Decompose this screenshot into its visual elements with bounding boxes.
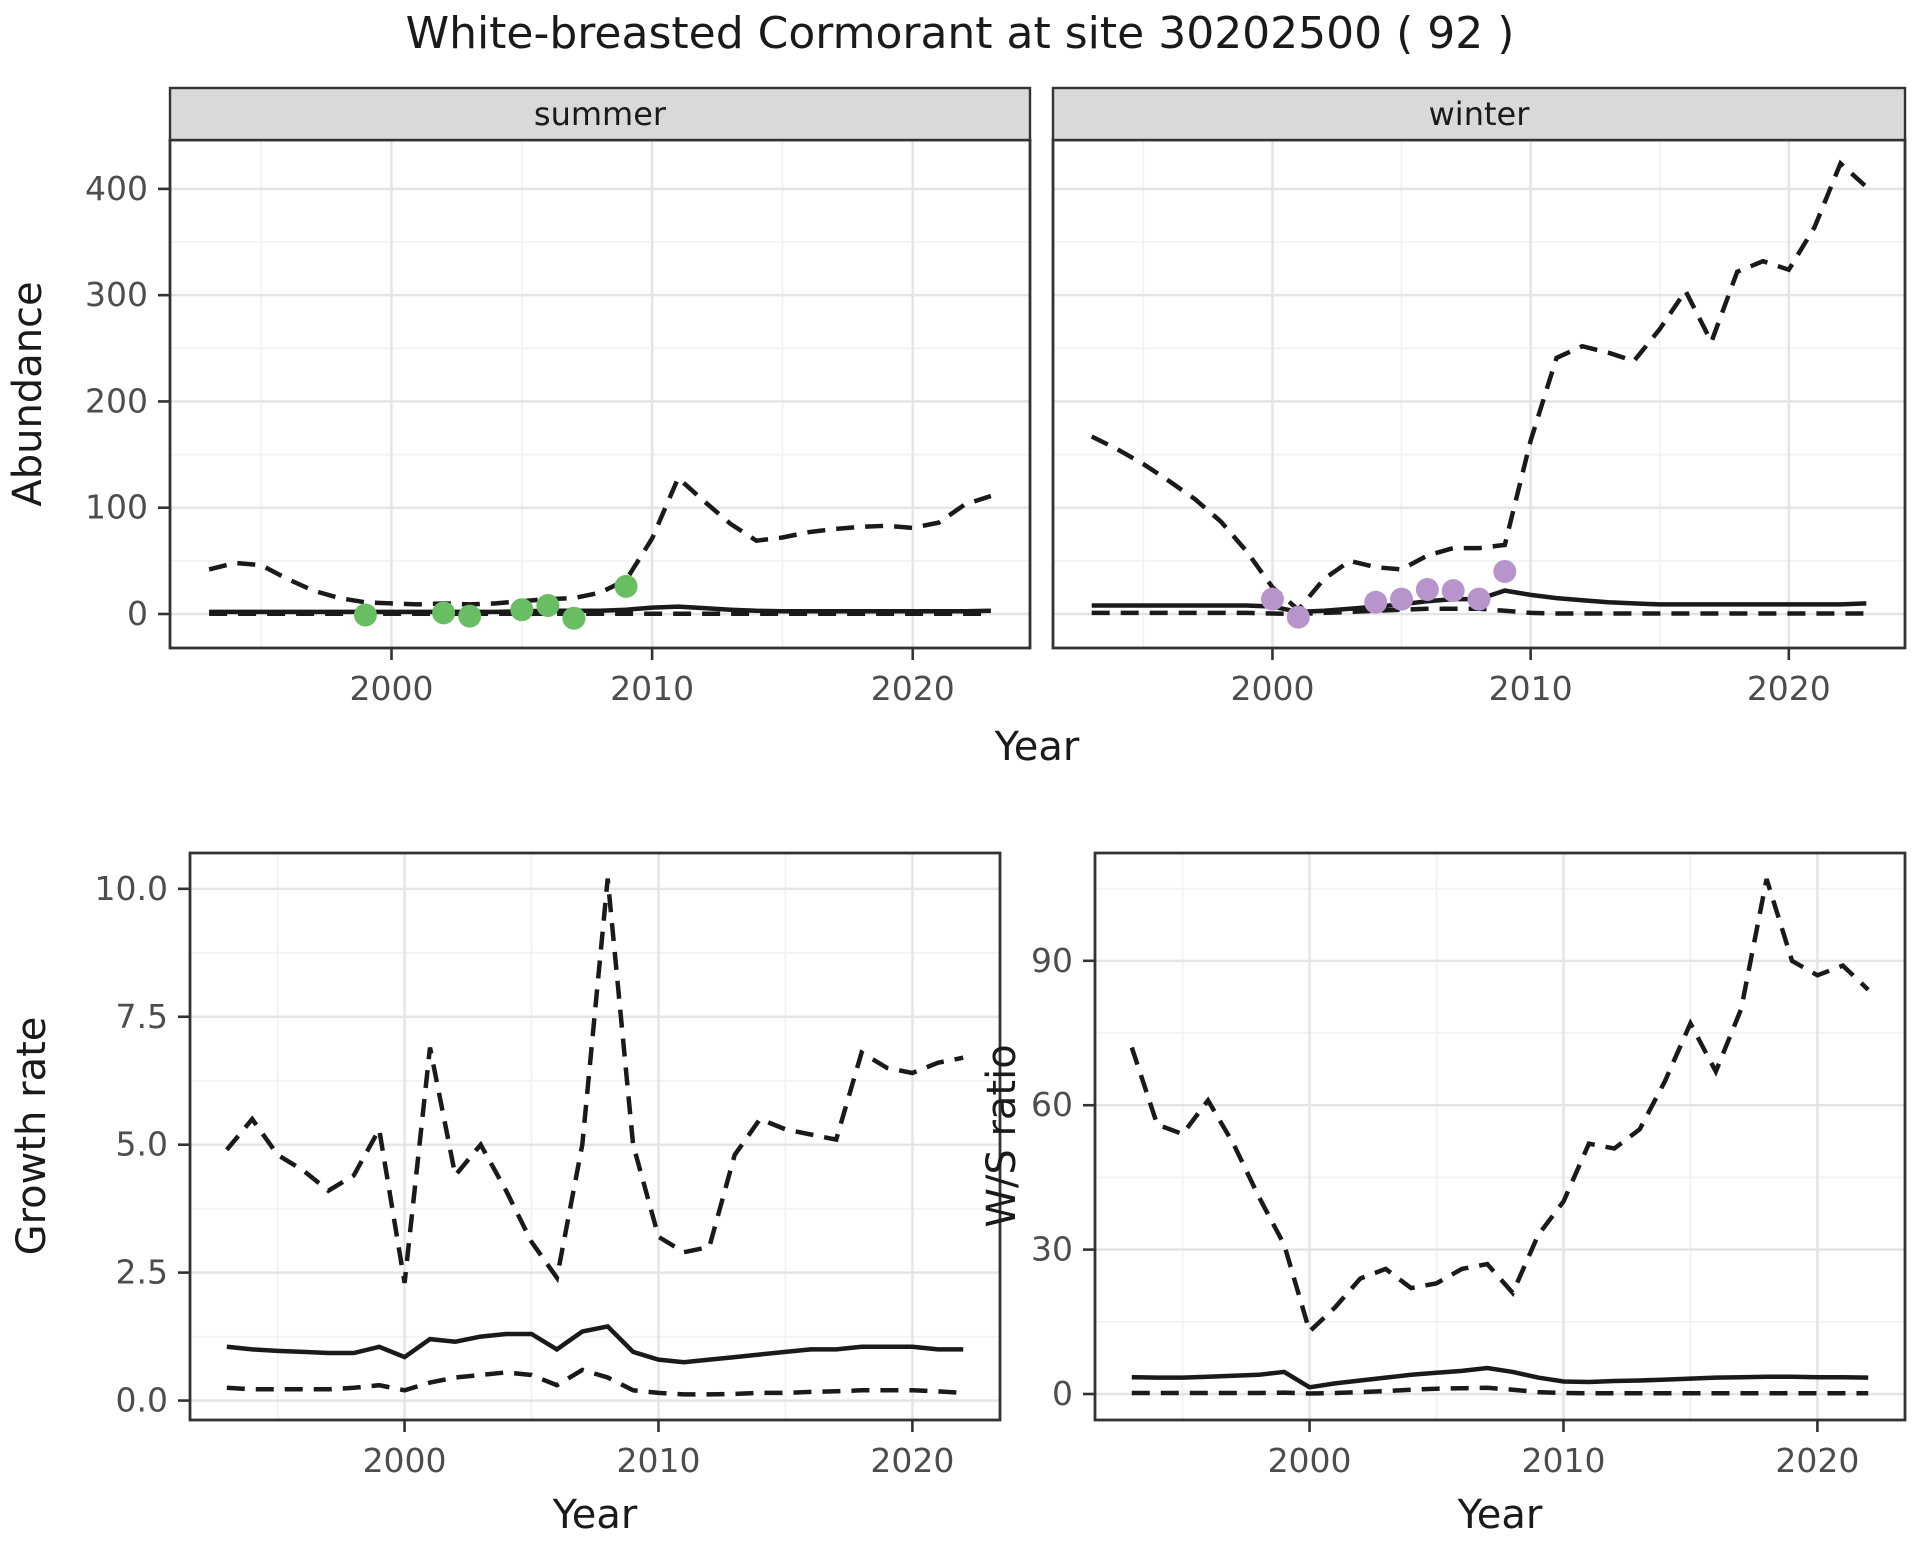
svg-text:2000: 2000 xyxy=(1230,669,1314,708)
svg-text:2020: 2020 xyxy=(871,669,955,708)
observed-counts-summer xyxy=(353,574,638,630)
svg-text:60: 60 xyxy=(1031,1085,1073,1124)
series-upper_ci xyxy=(1090,159,1868,613)
series-lower_ci xyxy=(1131,1385,1869,1396)
gridlines xyxy=(190,853,1000,1420)
svg-text:2010: 2010 xyxy=(1489,669,1573,708)
axis-ticks: 2000 2010 2020 0 100 200 300 400 xyxy=(85,169,955,708)
svg-text:2010: 2010 xyxy=(1521,1441,1605,1480)
svg-text:2000: 2000 xyxy=(363,1441,447,1480)
observed-counts-winter xyxy=(1260,559,1517,629)
svg-text:2000: 2000 xyxy=(1268,1441,1352,1480)
svg-text:200: 200 xyxy=(85,381,148,420)
x-axis-title-year-ws: Year xyxy=(1457,1492,1543,1538)
svg-text:2020: 2020 xyxy=(1747,669,1831,708)
gridlines xyxy=(170,140,1030,648)
ws-ratio-chart: 2000 2010 2020 0 30 60 90 xyxy=(1031,851,1907,1480)
x-axis-title-year-top: Year xyxy=(994,724,1080,770)
svg-text:2000: 2000 xyxy=(350,669,434,708)
series-estimate xyxy=(226,1323,964,1365)
growth-rate-chart: 2000 2010 2020 0.0 2.5 5.0 7.5 10.0 xyxy=(95,851,1002,1480)
svg-text:2.5: 2.5 xyxy=(116,1253,168,1292)
svg-text:90: 90 xyxy=(1031,941,1073,980)
svg-text:2020: 2020 xyxy=(870,1441,954,1480)
axis-ticks: 2000 2010 2020 0 30 60 90 xyxy=(1031,941,1859,1480)
svg-text:0.0: 0.0 xyxy=(116,1381,168,1420)
svg-text:100: 100 xyxy=(85,488,148,527)
series-estimate xyxy=(1131,1365,1869,1390)
facet-strip-winter: winter xyxy=(1051,86,1907,142)
chart-title: White-breasted Cormorant at site 3020250… xyxy=(405,8,1515,59)
svg-text:400: 400 xyxy=(85,169,148,208)
svg-text:0: 0 xyxy=(1052,1374,1073,1413)
panel-border xyxy=(188,851,1002,1422)
y-axis-title-growth-rate: Growth rate xyxy=(9,1016,55,1256)
axis-ticks: 2000 2010 2020 0.0 2.5 5.0 7.5 10.0 xyxy=(95,869,955,1480)
svg-text:0: 0 xyxy=(127,594,148,633)
series-lower_ci xyxy=(226,1367,964,1397)
winter-abundance-chart: winter 2000 2010 2020 xyxy=(1051,86,1907,708)
axis-ticks: 2000 2010 2020 xyxy=(1230,648,1831,708)
svg-text:2020: 2020 xyxy=(1775,1441,1859,1480)
svg-text:7.5: 7.5 xyxy=(116,997,168,1036)
svg-text:2010: 2010 xyxy=(610,669,694,708)
panel-border xyxy=(1093,851,1907,1422)
y-axis-title-abundance: Abundance xyxy=(5,281,51,507)
svg-text:2010: 2010 xyxy=(616,1441,700,1480)
svg-text:5.0: 5.0 xyxy=(116,1125,168,1164)
svg-text:30: 30 xyxy=(1031,1230,1073,1269)
svg-text:winter: winter xyxy=(1429,95,1531,133)
x-axis-title-year-growth: Year xyxy=(552,1492,638,1538)
summer-abundance-chart: summer 2000 2010 2020 0 100 200 300 400 xyxy=(85,86,1032,708)
series-upper_ci xyxy=(1129,878,1870,1336)
facet-strip-summer: summer xyxy=(168,86,1032,142)
svg-text:summer: summer xyxy=(534,95,667,133)
svg-text:300: 300 xyxy=(85,275,148,314)
svg-text:10.0: 10.0 xyxy=(95,869,168,908)
